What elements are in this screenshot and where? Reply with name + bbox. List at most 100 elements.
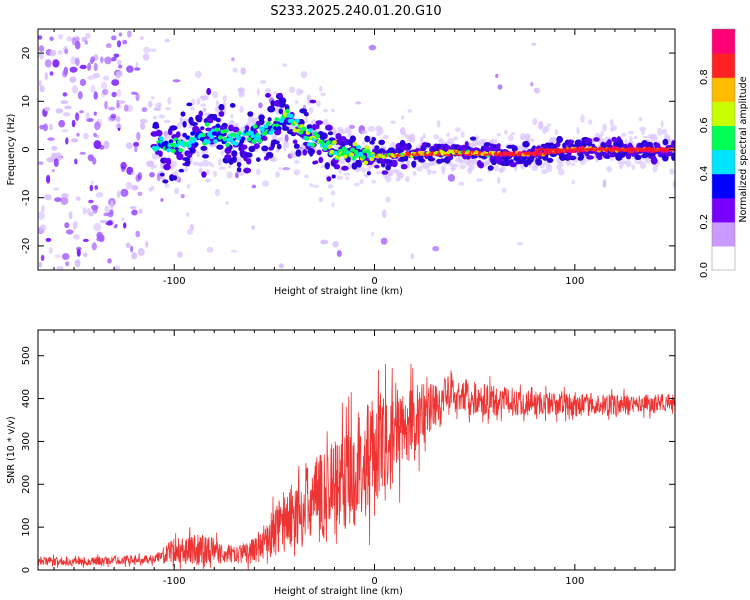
haze-blob	[384, 175, 392, 183]
noise-blob	[38, 261, 43, 268]
band-blob	[606, 139, 612, 147]
noise-blob	[125, 142, 133, 150]
ridge-blob	[185, 135, 191, 140]
haze-blob	[388, 171, 393, 176]
noise-blob	[64, 222, 70, 229]
colorbar-swatch	[712, 115, 735, 118]
ridge-blob	[360, 155, 366, 160]
noise-blob	[54, 197, 62, 203]
x-tick-label: 100	[565, 576, 584, 587]
noise-blob	[93, 111, 97, 116]
colorbar-swatch	[712, 267, 735, 271]
noise-blob	[99, 56, 104, 64]
ridge-blob	[211, 131, 217, 136]
noise-blob	[65, 229, 74, 235]
colorbar-swatch	[712, 119, 735, 122]
noise-blob	[120, 188, 129, 197]
haze-blob	[163, 119, 171, 124]
band-blob	[341, 165, 349, 171]
noise-blob	[497, 84, 503, 90]
noise-blob	[83, 252, 88, 258]
colorbar-swatch	[712, 209, 735, 213]
band-blob	[200, 126, 205, 131]
noise-blob	[123, 222, 127, 229]
colorbar-swatch	[712, 239, 735, 243]
haze-blob	[571, 180, 575, 185]
noise-blob	[501, 187, 507, 193]
haze-blob	[405, 176, 410, 183]
haze-blob	[571, 162, 576, 167]
noise-blob	[531, 42, 537, 46]
haze-blob	[228, 119, 235, 126]
haze-blob	[220, 150, 224, 156]
noise-blob	[116, 88, 122, 98]
band-blob	[231, 150, 238, 158]
band-blob	[258, 114, 265, 121]
haze-blob	[225, 201, 229, 205]
ridge-blob	[233, 141, 239, 146]
colorbar-swatch	[712, 139, 735, 143]
noise-blob	[94, 121, 101, 131]
haze-blob	[299, 89, 304, 94]
colorbar-swatch	[712, 243, 735, 247]
haze-blob	[164, 134, 170, 140]
haze-blob	[360, 130, 368, 135]
ridge-blob	[274, 117, 280, 122]
band-blob	[253, 143, 260, 149]
haze-blob	[660, 119, 664, 128]
haze-blob	[323, 108, 329, 113]
haze-blob	[662, 128, 668, 135]
haze-blob	[609, 119, 614, 127]
band-blob	[671, 152, 675, 157]
band-blob	[650, 157, 658, 165]
noise-blob	[118, 64, 123, 69]
noise-blob	[40, 254, 45, 261]
colorbar-swatch	[712, 159, 735, 163]
haze-blob	[278, 167, 282, 171]
band-blob	[276, 143, 282, 150]
band-blob	[306, 124, 313, 130]
haze-blob	[148, 100, 153, 108]
colorbar-swatch	[712, 61, 735, 64]
colorbar-swatch	[712, 33, 735, 36]
noise-blob	[46, 174, 51, 184]
colorbar-swatch	[712, 185, 735, 189]
noise-blob	[129, 206, 137, 210]
haze-blob	[300, 71, 308, 79]
haze-blob	[262, 180, 270, 187]
haze-blob	[554, 129, 559, 136]
band-blob	[425, 142, 431, 148]
haze-blob	[345, 176, 350, 180]
colorbar-tick-label: 0.0	[699, 262, 710, 278]
haze-blob	[510, 132, 516, 136]
haze-blob	[559, 160, 564, 168]
noise-blob	[104, 205, 110, 212]
noise-blob	[134, 145, 138, 153]
band-blob	[207, 119, 214, 124]
noise-blob	[165, 106, 171, 111]
band-blob	[201, 171, 207, 178]
band-blob	[316, 149, 322, 156]
ridge-blob	[292, 128, 298, 133]
noise-blob	[82, 238, 89, 242]
haze-blob	[611, 125, 617, 131]
band-blob	[265, 151, 274, 159]
haze-blob	[385, 196, 391, 203]
haze-blob	[273, 91, 278, 95]
noise-blob	[672, 180, 675, 188]
plot-frame	[37, 329, 676, 571]
ridge-blob	[257, 138, 263, 143]
haze-blob	[304, 116, 309, 124]
haze-blob	[191, 98, 196, 106]
band-blob	[248, 145, 256, 153]
noise-blob	[137, 191, 143, 196]
band-blob	[371, 137, 377, 142]
noise-blob	[62, 92, 68, 97]
band-blob	[662, 138, 669, 146]
haze-blob	[364, 174, 369, 178]
y-axis-label: Frequency (Hz)	[6, 114, 17, 186]
ridge-blob	[225, 142, 230, 147]
noise-blob	[49, 123, 54, 131]
noise-blob	[85, 112, 90, 120]
colorbar-swatch	[712, 191, 735, 195]
